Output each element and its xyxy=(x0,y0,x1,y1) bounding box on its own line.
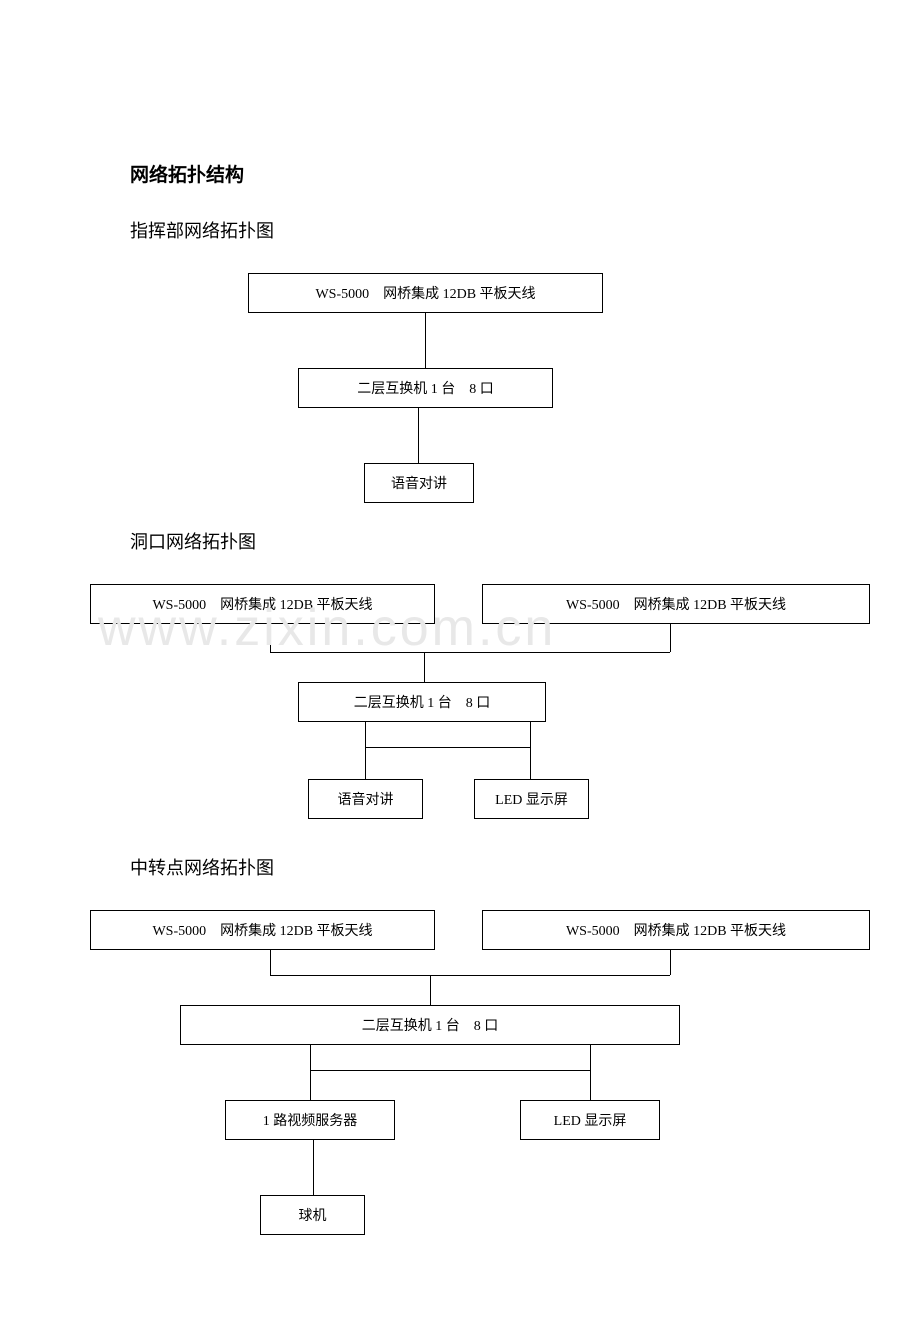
node-d2n4: 语音对讲 xyxy=(308,779,423,819)
node-d1n1: WS-5000 网桥集成 12DB 平板天线 xyxy=(248,273,603,313)
edge xyxy=(270,950,271,975)
node-d2n5: LED 显示屏 xyxy=(474,779,589,819)
edge xyxy=(270,975,670,976)
edge xyxy=(425,313,426,368)
edge xyxy=(310,1070,311,1100)
node-d2n1: WS-5000 网桥集成 12DB 平板天线 xyxy=(90,584,435,624)
edge xyxy=(590,1070,591,1100)
node-d3n5: LED 显示屏 xyxy=(520,1100,660,1140)
edge xyxy=(418,408,419,463)
node-d1n2: 二层互换机 1 台 8 口 xyxy=(298,368,553,408)
edge xyxy=(424,652,425,682)
node-d3n4: 1 路视频服务器 xyxy=(225,1100,395,1140)
node-d2n3: 二层互换机 1 台 8 口 xyxy=(298,682,546,722)
edge xyxy=(270,652,670,653)
edge xyxy=(310,1070,590,1071)
node-d2n2: WS-5000 网桥集成 12DB 平板天线 xyxy=(482,584,870,624)
edge xyxy=(313,1140,314,1195)
edge xyxy=(530,722,531,747)
node-d3n1: WS-5000 网桥集成 12DB 平板天线 xyxy=(90,910,435,950)
edge xyxy=(365,747,366,779)
edge xyxy=(590,1045,591,1070)
diagram2-canvas: WS-5000 网桥集成 12DB 平板天线WS-5000 网桥集成 12DB … xyxy=(130,584,790,829)
diagram1-title: 指挥部网络拓扑图 xyxy=(130,217,790,243)
diagram3-canvas: WS-5000 网桥集成 12DB 平板天线WS-5000 网桥集成 12DB … xyxy=(130,910,790,1245)
edge xyxy=(430,975,431,1005)
node-d3n2: WS-5000 网桥集成 12DB 平板天线 xyxy=(482,910,870,950)
node-d1n3: 语音对讲 xyxy=(364,463,474,503)
node-d3n6: 球机 xyxy=(260,1195,365,1235)
edge xyxy=(365,722,366,747)
edge xyxy=(270,624,271,652)
diagram1-canvas: WS-5000 网桥集成 12DB 平板天线二层互换机 1 台 8 口语音对讲 xyxy=(130,273,790,503)
node-d3n3: 二层互换机 1 台 8 口 xyxy=(180,1005,680,1045)
diagram3-title: 中转点网络拓扑图 xyxy=(130,854,790,880)
edge xyxy=(670,624,671,652)
edge xyxy=(365,747,530,748)
edge xyxy=(310,1045,311,1070)
page-title: 网络拓扑结构 xyxy=(130,160,790,187)
edge xyxy=(530,747,531,779)
diagram2-title: 洞口网络拓扑图 xyxy=(130,528,790,554)
edge xyxy=(670,950,671,975)
